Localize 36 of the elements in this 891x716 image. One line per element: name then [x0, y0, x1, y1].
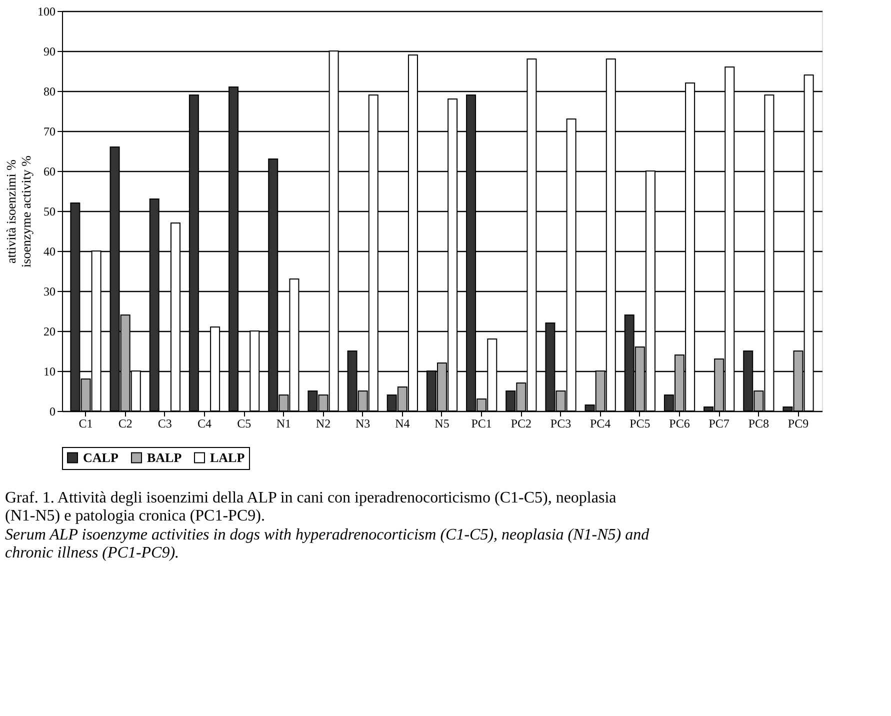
text: Graf. 1. Attività degli isoenzimi della ALP in cani con iperadrenocorticismo (C1-C5), neoplasia (N1-N5) e patologia cronica (PC1-PC9). — [5, 490, 616, 524]
x-tick-label: PC2 — [510, 416, 532, 430]
y-tick-label: 90 — [44, 44, 56, 58]
y-tick-label: 50 — [44, 204, 56, 218]
y-tick-label: 0 — [50, 404, 56, 418]
x-tick-label: PC7 — [708, 416, 730, 430]
x-tick-label: N2 — [316, 416, 331, 430]
legend-label: LALP — [210, 450, 245, 465]
x-tick-label: N3 — [355, 416, 370, 430]
y-tick-label: 20 — [44, 324, 56, 338]
x-tick-label: PC1 — [471, 416, 492, 430]
x-tick-label: C3 — [158, 416, 172, 430]
x-tick-label: PC4 — [590, 416, 611, 430]
text: Serum ALP isoenzyme activities in dogs with hyperadrenocorticism (C1-C5), neoplasia (N1-N5) and chronic illness (PC1-PC9). — [5, 526, 650, 562]
y-tick-label: 100 — [38, 4, 56, 18]
x-tick-label: N1 — [276, 416, 292, 430]
legend-label: BALP — [147, 450, 182, 465]
x-tick-label: C5 — [237, 416, 252, 430]
x-tick-label: N4 — [395, 416, 410, 430]
y-tick-label: 30 — [44, 284, 56, 298]
x-tick-label: PC9 — [788, 416, 809, 430]
x-tick-label: C1 — [78, 416, 93, 430]
x-tick-label: N5 — [434, 416, 450, 430]
x-tick-label: PC8 — [748, 416, 770, 430]
x-tick-label: PC6 — [669, 416, 690, 430]
y-tick-label: 70 — [44, 124, 56, 138]
y-tick-label: 10 — [44, 364, 56, 378]
y-axis-title: attività isoenzimi % isoenzyme activity % — [4, 155, 34, 268]
y-tick-label: 60 — [44, 164, 56, 178]
x-tick-label: PC5 — [630, 416, 650, 430]
y-tick-label: 80 — [44, 84, 56, 98]
x-tick-label: PC3 — [550, 416, 572, 430]
y-tick-label: 40 — [44, 244, 56, 258]
x-tick-label: C2 — [118, 416, 132, 430]
x-tick-label: C4 — [197, 416, 212, 430]
legend-label: CALP — [83, 450, 118, 465]
